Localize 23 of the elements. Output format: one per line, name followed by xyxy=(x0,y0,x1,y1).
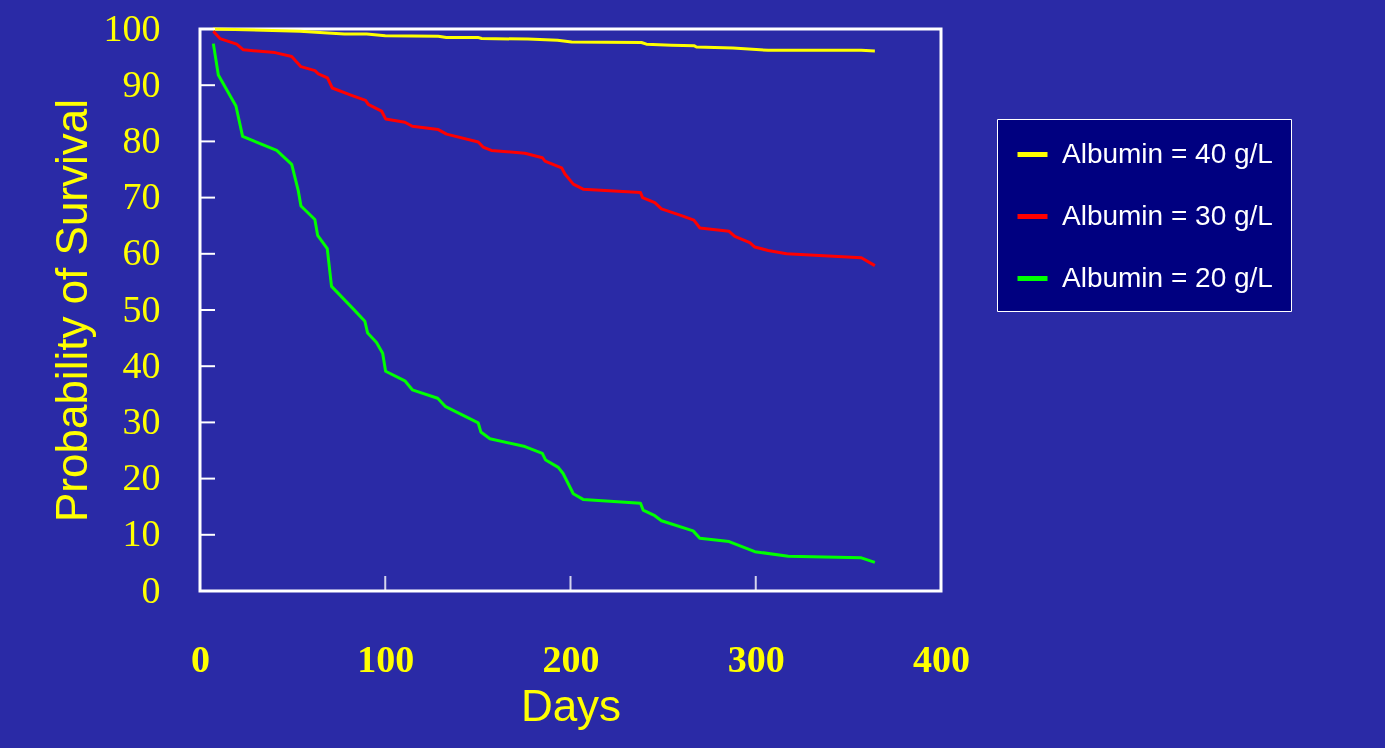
x-tick-label: 100 xyxy=(357,637,415,680)
legend-label: Albumin = 20 g/L xyxy=(1062,261,1273,293)
x-tick-label: 400 xyxy=(913,637,970,680)
x-tick-label: 0 xyxy=(191,637,210,680)
x-tick-label: 300 xyxy=(727,637,785,680)
y-tick-label: 30 xyxy=(122,399,161,442)
line-series xyxy=(211,29,877,268)
y-tick-label: 50 xyxy=(122,287,161,330)
legend-label: Albumin = 40 g/L xyxy=(1062,137,1273,169)
y-tick-label: 80 xyxy=(122,118,161,161)
y-tick-label: 90 xyxy=(122,62,161,105)
y-tick-label: 0 xyxy=(141,568,161,611)
y-tick-label: 100 xyxy=(103,6,161,49)
y-tick-label: 60 xyxy=(122,231,161,274)
y-tick-label: 20 xyxy=(122,456,161,499)
y-tick-label: 40 xyxy=(122,343,161,386)
x-axis-title: Days xyxy=(520,680,622,730)
x-tick-label: 200 xyxy=(542,637,600,680)
y-tick-label: 70 xyxy=(122,175,161,218)
y-tick-label: 10 xyxy=(122,512,161,555)
y-axis-title: Probability of Survival xyxy=(46,98,96,523)
legend-label: Albumin = 30 g/L xyxy=(1062,199,1273,231)
line-series xyxy=(211,42,877,564)
